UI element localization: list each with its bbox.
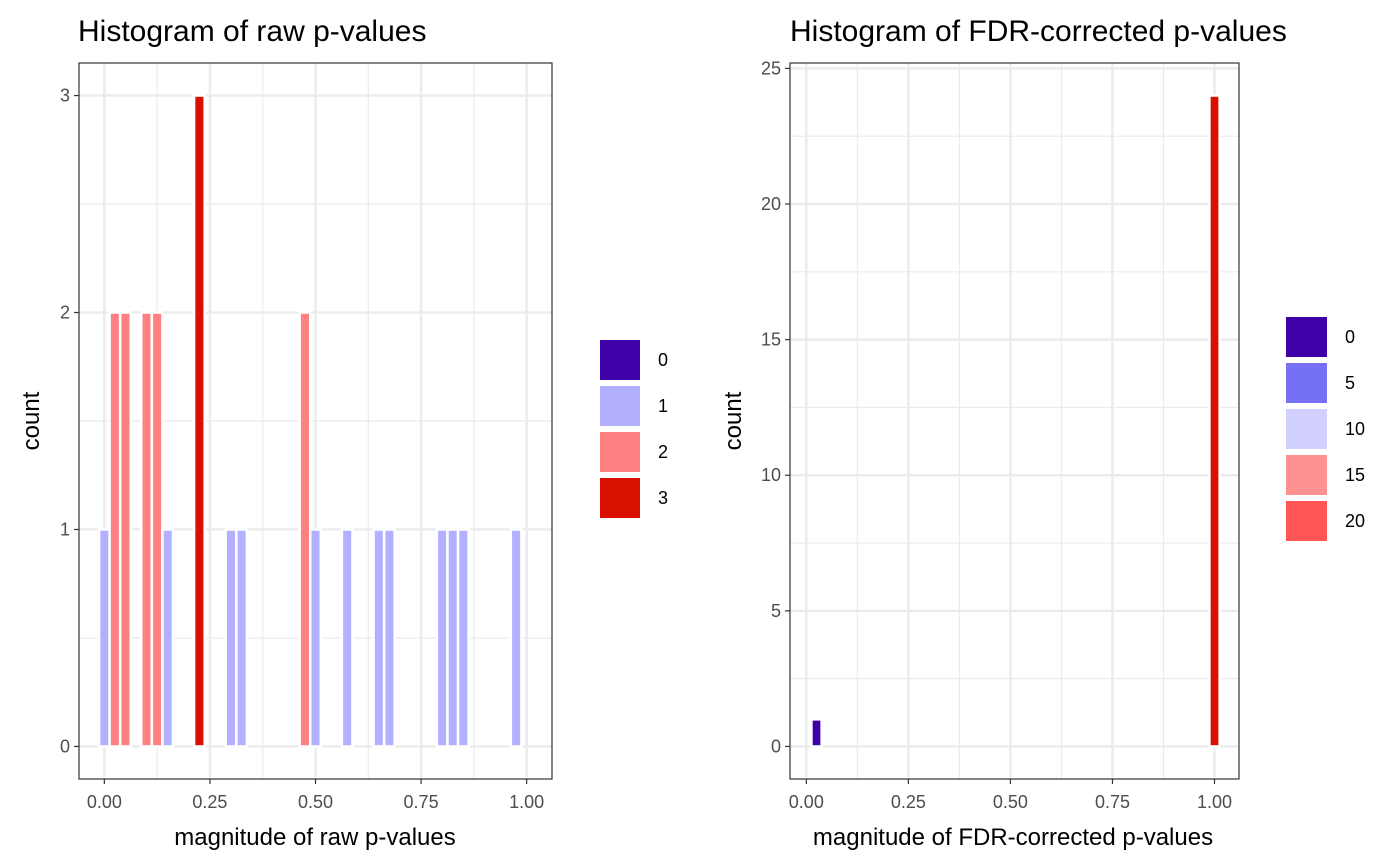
legend-label: 2 bbox=[658, 442, 668, 462]
legend-key bbox=[600, 386, 640, 426]
plot-panel-border bbox=[789, 62, 1240, 780]
y-tick-label: 20 bbox=[761, 194, 781, 214]
x-tick-label: 0.00 bbox=[789, 792, 824, 812]
histogram-bar bbox=[1208, 94, 1221, 748]
histogram-bar bbox=[340, 528, 354, 748]
legend-label: 15 bbox=[1345, 465, 1365, 485]
legend-label: 0 bbox=[658, 350, 668, 370]
y-tick-label: 10 bbox=[761, 465, 781, 485]
histogram-bar bbox=[308, 528, 323, 748]
y-tick-label: 15 bbox=[761, 330, 781, 350]
y-tick-label: 0 bbox=[60, 736, 70, 756]
x-tick-label: 0.50 bbox=[298, 792, 333, 812]
histogram-bar bbox=[192, 94, 206, 748]
legend-label: 10 bbox=[1345, 419, 1365, 439]
plot-panel-background bbox=[790, 63, 1239, 779]
histogram-bar bbox=[150, 311, 164, 748]
y-axis-title: count bbox=[720, 391, 747, 450]
x-tick-label: 1.00 bbox=[509, 792, 544, 812]
x-tick-label: 0.25 bbox=[192, 792, 227, 812]
histogram-bar bbox=[235, 528, 249, 748]
y-tick-label: 2 bbox=[60, 303, 70, 323]
legend-label: 0 bbox=[1345, 327, 1355, 347]
y-tick-label: 3 bbox=[60, 86, 70, 106]
x-tick-label: 0.75 bbox=[1095, 792, 1130, 812]
histogram-bar bbox=[97, 528, 111, 748]
histogram-bar bbox=[810, 718, 823, 748]
x-tick-label: 0.75 bbox=[404, 792, 439, 812]
histogram-bar bbox=[456, 528, 470, 748]
minor-grid bbox=[790, 63, 1239, 779]
x-tick-label: 0.50 bbox=[993, 792, 1028, 812]
histogram-bar bbox=[224, 528, 238, 748]
legend-label: 1 bbox=[658, 396, 668, 416]
legend-key bbox=[1286, 363, 1327, 403]
legend-key bbox=[1286, 409, 1327, 449]
chart-title: Histogram of FDR-corrected p-values bbox=[790, 15, 1287, 48]
histogram-bar bbox=[118, 311, 132, 748]
major-grid bbox=[790, 63, 1239, 779]
x-axis-title: magnitude of raw p-values bbox=[174, 824, 455, 851]
legend-key bbox=[600, 432, 640, 472]
histogram-bar bbox=[372, 528, 386, 748]
y-tick-label: 0 bbox=[771, 736, 781, 756]
x-axis: 0.00 0.25 0.50 0.75 1.00 bbox=[87, 779, 544, 812]
histogram-bars bbox=[97, 94, 523, 748]
y-axis-title: count bbox=[18, 391, 45, 450]
x-axis: 0.00 0.25 0.50 0.75 1.00 bbox=[789, 779, 1232, 812]
x-axis-title: magnitude of FDR-corrected p-values bbox=[813, 824, 1213, 851]
histogram-bar bbox=[140, 311, 154, 748]
x-tick-label: 0.00 bbox=[87, 792, 122, 812]
x-tick-label: 0.25 bbox=[891, 792, 926, 812]
legend-key bbox=[600, 478, 640, 518]
y-tick-label: 1 bbox=[60, 519, 70, 539]
legend-key bbox=[600, 340, 640, 380]
legend: 0 1 2 3 bbox=[600, 340, 668, 518]
legend-key bbox=[1286, 455, 1327, 495]
histogram-bar bbox=[509, 528, 523, 748]
histogram-bar bbox=[382, 528, 396, 748]
legend-label: 20 bbox=[1345, 511, 1365, 531]
fdr-pvalue-histogram: Histogram of FDR-corrected p-values 0 5 10… bbox=[720, 15, 1365, 851]
histogram-bar bbox=[161, 528, 175, 748]
y-axis: 0 5 10 15 20 25 bbox=[761, 58, 790, 756]
legend-key bbox=[1286, 317, 1327, 357]
legend-key bbox=[1286, 501, 1327, 541]
histogram-bar bbox=[446, 528, 460, 748]
x-tick-label: 1.00 bbox=[1197, 792, 1232, 812]
y-axis: 0 1 2 3 bbox=[60, 86, 79, 756]
y-tick-label: 5 bbox=[771, 601, 781, 621]
y-tick-label: 25 bbox=[761, 58, 781, 78]
legend-label: 5 bbox=[1345, 373, 1355, 393]
legend-label: 3 bbox=[658, 488, 668, 508]
histogram-bars bbox=[810, 94, 1221, 748]
histogram-bar bbox=[435, 528, 449, 748]
chart-title: Histogram of raw p-values bbox=[78, 15, 426, 48]
histogram-bar bbox=[108, 311, 122, 748]
legend: 0 5 10 15 20 bbox=[1286, 317, 1365, 541]
histogram-bar bbox=[298, 311, 312, 748]
